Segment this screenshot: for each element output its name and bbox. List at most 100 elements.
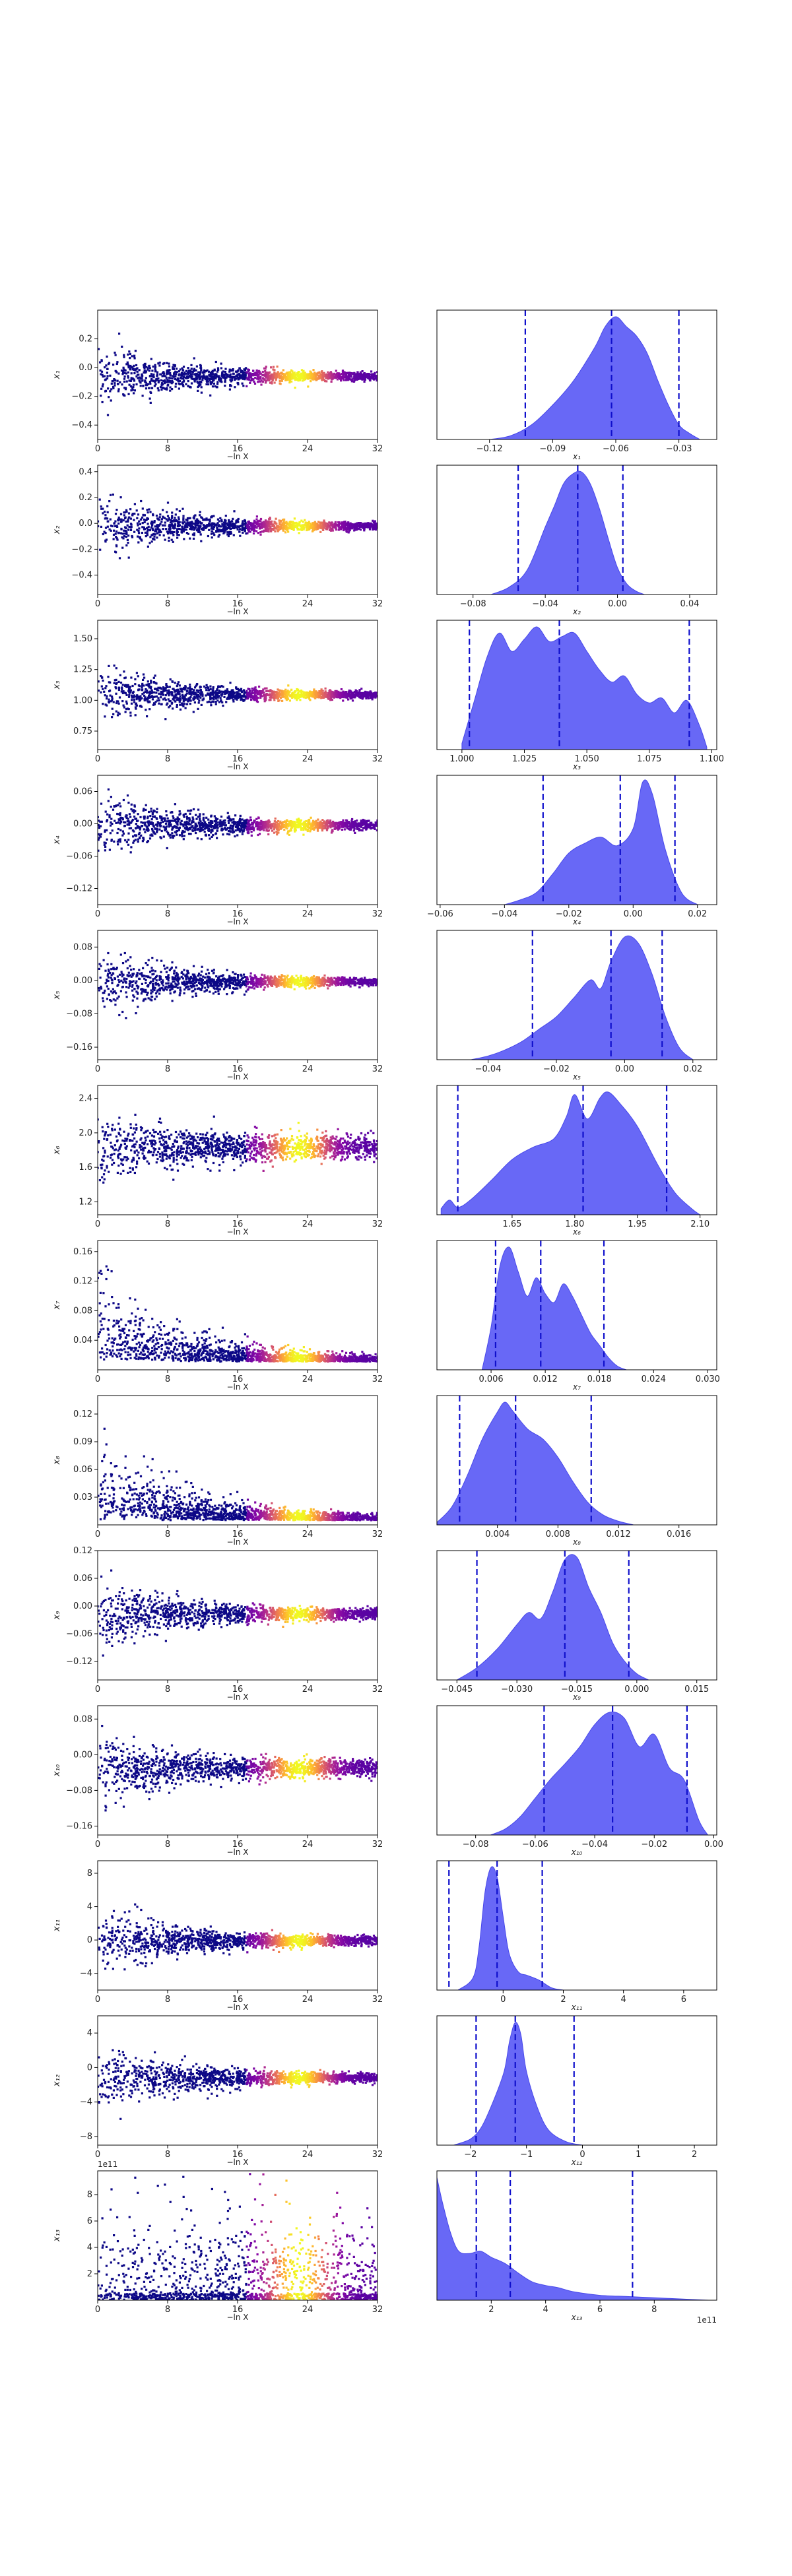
scatter-point — [252, 370, 254, 372]
scatter-point — [194, 686, 196, 688]
scatter-point — [298, 532, 300, 534]
scatter-point — [328, 698, 330, 700]
scatter-point — [127, 839, 129, 841]
scatter-point — [255, 371, 257, 373]
scatter-point — [197, 837, 199, 839]
scatter-point — [110, 806, 112, 808]
scatter-point — [338, 525, 340, 527]
scatter-point — [117, 383, 119, 385]
scatter-point — [267, 521, 269, 523]
scatter-point — [178, 374, 180, 376]
scatter-point — [138, 521, 140, 523]
scatter-point — [147, 546, 149, 548]
scatter-point — [263, 694, 265, 696]
scatter-point — [171, 691, 173, 693]
scatter-point — [189, 386, 191, 388]
scatter-point — [195, 373, 197, 375]
scatter-point — [280, 527, 282, 529]
scatter-point — [272, 696, 274, 698]
scatter-point — [158, 530, 160, 532]
scatter-point — [297, 693, 299, 695]
scatter-point — [97, 525, 99, 527]
scatter-point — [116, 544, 117, 546]
scatter-point — [195, 525, 197, 527]
scatter-point — [102, 401, 104, 403]
scatter-point — [299, 373, 301, 375]
scatter-point — [306, 526, 308, 528]
scatter-point — [103, 691, 105, 693]
scatter-point — [212, 692, 214, 693]
scatter-point — [306, 695, 308, 697]
scatter-point — [152, 704, 154, 706]
scatter-point — [234, 376, 236, 378]
scatter-point — [303, 379, 305, 381]
scatter-point — [207, 701, 209, 703]
scatter-point — [112, 364, 114, 366]
scatter-point — [228, 822, 230, 824]
scatter-point — [126, 703, 128, 705]
scatter-point — [130, 529, 132, 531]
scatter-point — [258, 686, 260, 688]
scatter-point — [242, 385, 244, 387]
scatter-point — [198, 384, 200, 386]
scatter-point — [129, 384, 131, 386]
scatter-point — [142, 679, 144, 681]
scatter-point — [213, 515, 214, 517]
scatter-point — [133, 379, 135, 381]
scatter-point — [125, 521, 127, 523]
scatter-point — [170, 521, 172, 523]
scatter-point — [145, 387, 147, 389]
scatter-point — [182, 370, 184, 371]
scatter-point — [319, 821, 321, 823]
scatter-point — [102, 680, 104, 682]
scatter-point — [177, 522, 179, 524]
scatter-point — [277, 371, 279, 373]
scatter-point — [116, 711, 117, 713]
scatter-point — [225, 701, 227, 703]
scatter-point — [121, 521, 123, 523]
scatter-point — [148, 708, 150, 710]
scatter-point — [147, 680, 149, 682]
scatter-point — [166, 690, 168, 692]
scatter-point — [325, 690, 327, 692]
scatter-point — [201, 704, 203, 706]
scatter-point — [335, 374, 337, 376]
scatter-point — [200, 381, 202, 383]
scatter-point — [156, 515, 158, 517]
scatter-point — [322, 373, 324, 375]
scatter-point — [256, 515, 258, 517]
x-axis-label: x₃ — [572, 762, 581, 771]
scatter-point — [356, 375, 358, 377]
scatter-point — [127, 521, 129, 523]
scatter-point — [321, 696, 323, 698]
scatter-point — [211, 371, 213, 373]
scatter-point — [154, 528, 156, 530]
scatter-point — [209, 374, 211, 376]
scatter-point — [298, 522, 300, 524]
scatter-point — [220, 379, 222, 381]
scatter-point — [290, 525, 292, 527]
scatter-point — [182, 382, 183, 384]
density-area — [491, 471, 645, 595]
scatter-point — [310, 371, 312, 373]
scatter-point — [213, 526, 215, 528]
scatter-point — [159, 513, 161, 515]
scatter-point — [164, 521, 166, 523]
scatter-point — [273, 525, 275, 527]
x-axis-label: x₂ — [572, 607, 581, 616]
scatter-point — [182, 517, 184, 519]
scatter-point — [318, 695, 320, 697]
scatter-point — [100, 692, 102, 693]
scatter-point — [146, 384, 148, 386]
scatter-point — [208, 828, 210, 830]
scatter-point — [202, 377, 204, 379]
scatter-point — [223, 696, 225, 698]
scatter-point — [107, 375, 109, 377]
scatter-point — [105, 364, 107, 366]
scatter-point — [200, 540, 202, 542]
scatter-point — [144, 381, 146, 383]
scatter-point — [352, 525, 354, 527]
scatter-point — [123, 367, 125, 369]
scatter-point — [339, 694, 341, 696]
scatter-point — [375, 693, 377, 695]
